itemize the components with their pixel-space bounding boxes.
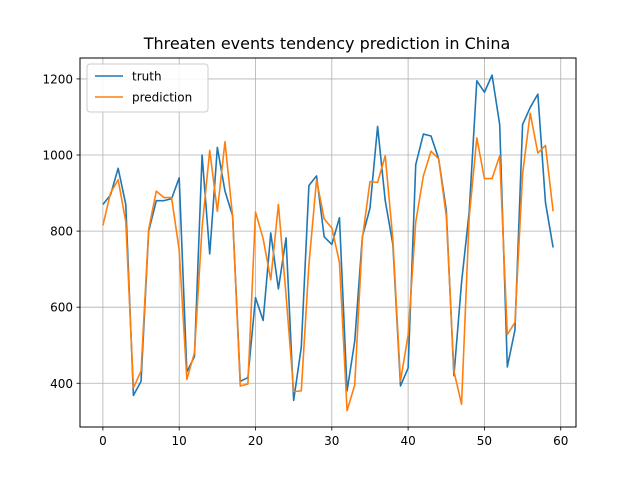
y-tick-label: 600 — [50, 301, 73, 315]
y-tick-label: 800 — [50, 225, 73, 239]
grid — [80, 58, 576, 427]
legend-label-truth: truth — [132, 70, 162, 84]
x-tick-label: 50 — [477, 434, 492, 448]
series-line-prediction — [102, 112, 554, 412]
series-line-truth — [102, 74, 554, 402]
chart-title: Threaten events tendency prediction in C… — [143, 34, 511, 53]
legend-label-prediction: prediction — [132, 91, 192, 105]
axis-ticks: 0 10 20 30 40 50 60 400 600 800 1000 1200 — [42, 72, 568, 448]
x-tick-label: 60 — [553, 434, 568, 448]
series-lines — [102, 74, 554, 412]
x-tick-label: 10 — [172, 434, 187, 448]
legend: truth prediction — [86, 63, 209, 113]
x-tick-label: 0 — [99, 434, 107, 448]
plot-frame — [79, 57, 577, 428]
y-tick-label: 400 — [50, 377, 73, 391]
x-tick-label: 30 — [324, 434, 339, 448]
y-tick-label: 1000 — [42, 149, 73, 163]
x-tick-label: 20 — [248, 434, 263, 448]
y-tick-label: 1200 — [42, 72, 73, 86]
x-tick-label: 40 — [400, 434, 415, 448]
